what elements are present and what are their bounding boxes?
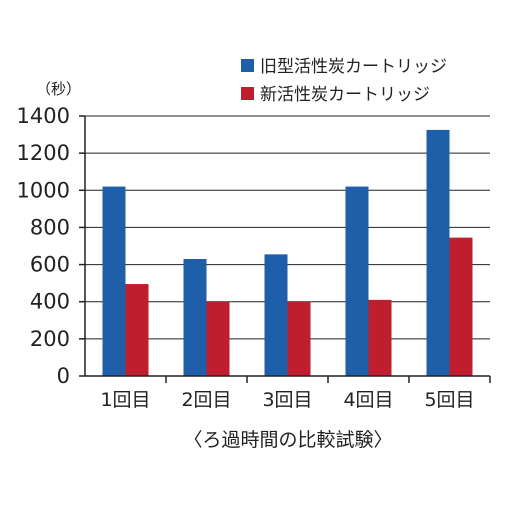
legend-swatch-new [241,87,254,100]
legend-label-new: 新活性炭カートリッジ [260,85,430,105]
y-tick-labels: 0 200 400 600 800 1000 1200 1400 [17,104,85,388]
x-tick-label: 3回目 [262,389,312,411]
bar-new-3 [287,301,311,376]
y-tick-label: 200 [30,327,70,351]
x-tick-label: 1回目 [100,389,150,411]
y-tick-label: 400 [30,290,70,314]
y-tick-label: 1400 [17,104,70,128]
y-tick-label: 800 [30,215,70,239]
x-tick-label: 2回目 [181,389,231,411]
y-tick-label: 600 [30,253,70,277]
y-tick-label: 1000 [17,178,70,202]
axes [84,116,490,377]
bar-new-5 [449,237,473,376]
bar-new-2 [206,301,230,376]
legend-label-old: 旧型活性炭カートリッジ [260,57,447,77]
bar-old-3 [264,254,288,376]
x-tick-labels: 1回目 2回目 3回目 4回目 5回目 [100,376,491,411]
bar-new-4 [368,299,392,376]
y-tick-label: 1200 [17,141,70,165]
bar-new-1 [125,284,149,376]
legend-swatch-old [241,59,254,72]
y-axis-unit-label: （秒） [36,80,81,98]
bar-old-4 [345,186,369,376]
bar-old-2 [183,259,207,376]
x-tick-label: 4回目 [343,389,393,411]
y-tick-label: 0 [57,364,70,388]
x-axis-caption: 〈ろ過時間の比較試験〉 [183,429,392,451]
bar-old-1 [102,186,126,376]
x-tick-label: 5回目 [424,389,474,411]
bars [102,129,473,376]
legend: 旧型活性炭カートリッジ 新活性炭カートリッジ [241,57,447,105]
bar-old-5 [426,129,450,376]
